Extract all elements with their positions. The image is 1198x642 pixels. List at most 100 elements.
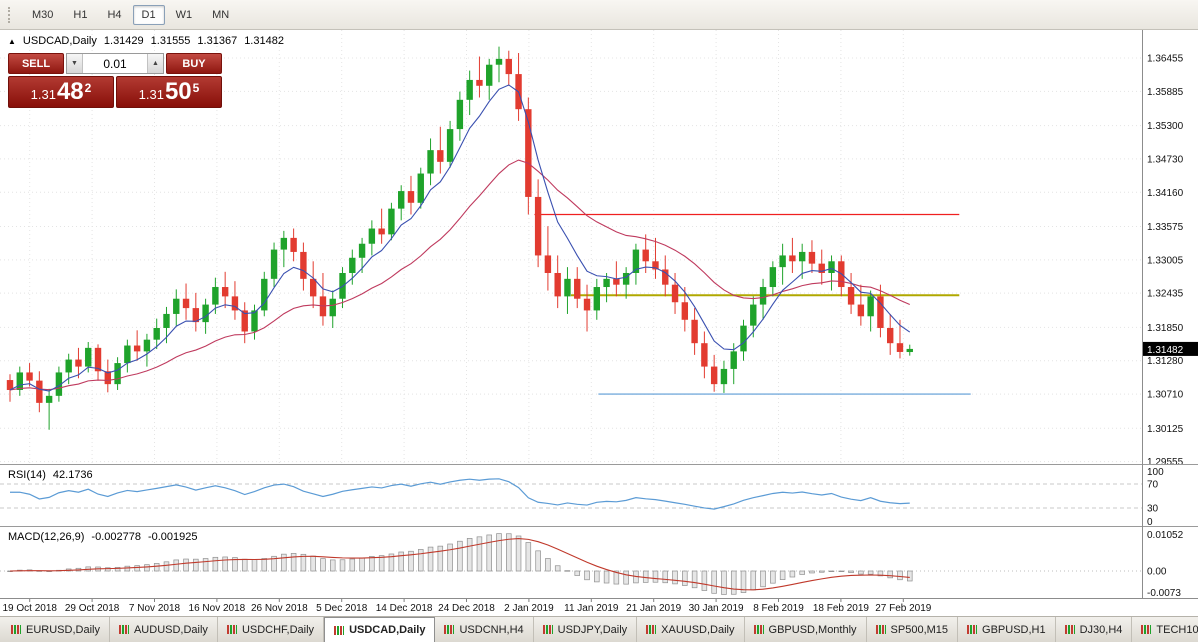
- candle-down: [818, 263, 825, 273]
- toolbar-grip[interactable]: [8, 6, 13, 23]
- sell-button[interactable]: SELL: [8, 53, 64, 74]
- macd-histogram-bar: [212, 556, 219, 572]
- chart-tab-tech100-h1[interactable]: TECH100,H1: [1132, 617, 1198, 642]
- buy-price-display[interactable]: 1.31 50 5: [116, 76, 222, 108]
- chart-tab-xauusd-daily[interactable]: XAUUSD,Daily: [637, 617, 745, 642]
- macd-histogram-bar: [848, 570, 854, 573]
- candle-up: [85, 347, 92, 367]
- price-scale-label: 1.31280: [1147, 356, 1184, 367]
- mini-chart-icon: [646, 625, 657, 634]
- date-axis-label: 27 Feb 2019: [875, 603, 932, 614]
- timeframe-button-d1[interactable]: D1: [132, 4, 165, 25]
- date-axis-label: 21 Jan 2019: [626, 603, 681, 614]
- macd-histogram-bar: [642, 570, 649, 583]
- candle-up: [251, 310, 258, 332]
- mini-chart-icon: [226, 625, 237, 634]
- candle-down: [290, 237, 297, 252]
- candle-down: [847, 287, 855, 305]
- chart-tab-usdcnh-h4[interactable]: USDCNH,H4: [435, 617, 534, 642]
- candle-down: [36, 380, 43, 403]
- chart-tab-gbpusd-monthly[interactable]: GBPUSD,Monthly: [745, 617, 867, 642]
- chart-tabs-bar: EURUSD,Daily AUDUSD,Daily USDCHF,Daily USDC…: [0, 616, 1198, 642]
- candle-up: [564, 278, 571, 297]
- date-axis-label: 14 Dec 2018: [376, 603, 433, 614]
- timeframe-button-w1[interactable]: W1: [175, 8, 193, 21]
- macd-histogram-bar: [193, 558, 199, 572]
- date-axis-label: 19 Oct 2018: [2, 603, 57, 614]
- candle-down: [642, 249, 649, 262]
- rsi-scale-label: 0: [1147, 517, 1153, 528]
- price-scale-label: 1.35300: [1147, 121, 1184, 132]
- chart-tab-sp500-m15[interactable]: SP500,M15: [867, 617, 959, 642]
- buy-price-major: 1.31: [138, 87, 164, 102]
- macd-histogram-bar: [271, 555, 277, 572]
- chart-tab-audusd-daily[interactable]: AUDUSD,Daily: [110, 617, 218, 642]
- candle-up: [456, 99, 464, 130]
- macd-histogram-bar: [339, 559, 346, 572]
- candle-up: [65, 359, 72, 373]
- price-scale-label: 1.34730: [1147, 154, 1184, 165]
- volume-decrease-button[interactable]: ▼: [67, 54, 83, 73]
- macd-histogram-bar: [163, 561, 170, 572]
- chart-tab-usdchf-daily[interactable]: USDCHF,Daily: [218, 617, 325, 642]
- rsi-scale-label: 100: [1147, 467, 1164, 478]
- volume-increase-button[interactable]: ▲: [147, 54, 163, 73]
- macd-histogram-bar: [789, 570, 796, 578]
- macd-signal-value: -0.001925: [147, 531, 198, 543]
- chart-tab-gbpusd-h1[interactable]: GBPUSD,H1: [958, 617, 1056, 642]
- sell-price-display[interactable]: 1.31 48 2: [8, 76, 114, 108]
- candle-down: [75, 359, 82, 367]
- candle-up: [828, 261, 835, 273]
- chart-tab-dj30-h4[interactable]: DJ30,H4: [1056, 617, 1133, 642]
- candle-up: [358, 243, 366, 258]
- timeframe-button-h1[interactable]: H1: [73, 8, 88, 21]
- macd-histogram-bar: [711, 570, 717, 594]
- mini-chart-icon: [875, 625, 886, 634]
- macd-histogram-bar: [515, 535, 522, 572]
- candle-down: [6, 380, 14, 390]
- chart-tab-label: SP500,M15: [890, 623, 949, 636]
- macd-histogram-bar: [623, 570, 629, 585]
- candle-down: [681, 302, 689, 320]
- moving-average-slow-line: [9, 159, 910, 391]
- rsi-name: RSI(14): [8, 469, 46, 481]
- ohlc-low: 1.31367: [197, 35, 238, 47]
- current-price-badge: [1143, 341, 1198, 356]
- macd-histogram-bar: [114, 566, 121, 572]
- macd-histogram-bar: [427, 546, 434, 572]
- macd-histogram-bar: [691, 570, 698, 589]
- candle-up: [906, 348, 913, 353]
- candle-down: [221, 287, 229, 297]
- chart-canvas[interactable]: 1.36455 1.35885 1.35300 1.34730 1.34160 1.335…: [0, 30, 1198, 616]
- candle-up: [632, 249, 640, 273]
- candle-down: [133, 345, 141, 352]
- chart-tab-usdjpy-daily[interactable]: USDJPY,Daily: [534, 617, 638, 642]
- macd-histogram-bar: [740, 570, 747, 593]
- candle-down: [789, 255, 796, 262]
- timeframe-button-m30[interactable]: M30: [32, 8, 54, 21]
- candle-down: [662, 269, 669, 285]
- candle-up: [124, 345, 131, 364]
- chart-tab-eurusd-daily[interactable]: EURUSD,Daily: [2, 617, 110, 642]
- macd-histogram-bar: [153, 563, 160, 572]
- timeframe-button-h4[interactable]: H4: [107, 8, 122, 21]
- macd-name: MACD(12,26,9): [8, 531, 85, 543]
- macd-histogram-bar: [466, 538, 473, 572]
- macd-histogram-bar: [232, 557, 238, 572]
- macd-histogram-bar: [457, 540, 463, 572]
- candle-down: [613, 278, 620, 285]
- macd-histogram-bar: [378, 555, 385, 572]
- moving-average-fast-line: [9, 84, 911, 392]
- macd-histogram-bar: [770, 570, 776, 584]
- timeframe-button-mn[interactable]: MN: [212, 8, 230, 21]
- macd-histogram-bar: [584, 570, 590, 581]
- macd-histogram-bar: [281, 553, 287, 572]
- chart-tab-usdcad-daily[interactable]: USDCAD,Daily: [324, 617, 436, 642]
- rsi-scale-label: 70: [1147, 480, 1159, 491]
- mini-chart-icon: [1064, 625, 1075, 634]
- candle-down: [94, 347, 102, 372]
- buy-button[interactable]: BUY: [166, 53, 222, 74]
- price-scale-label: 1.36455: [1147, 54, 1184, 65]
- volume-input[interactable]: [83, 54, 147, 73]
- candle-down: [309, 278, 317, 297]
